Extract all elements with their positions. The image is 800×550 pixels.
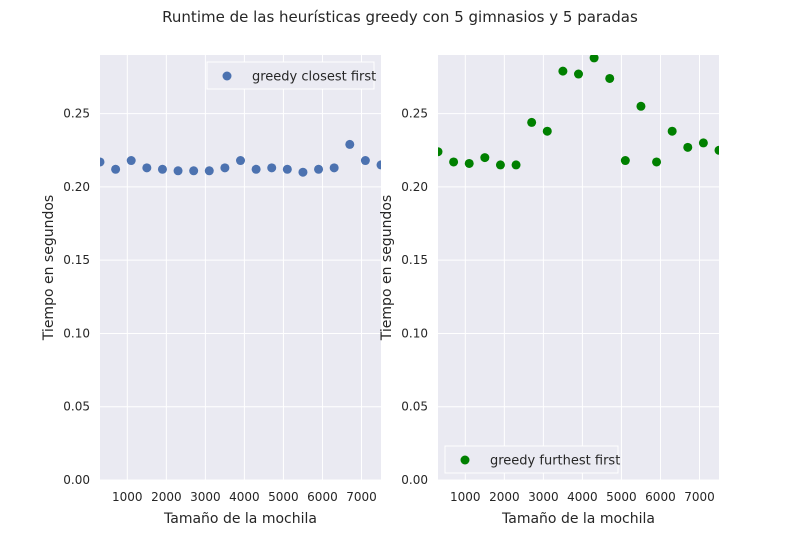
data-point bbox=[220, 163, 230, 173]
data-point bbox=[360, 156, 370, 166]
y-tick-label: 0.10 bbox=[401, 326, 428, 340]
y-tick-label: 0.20 bbox=[401, 180, 428, 194]
data-point bbox=[157, 164, 167, 174]
x-tick-label: 2000 bbox=[151, 490, 182, 504]
data-point bbox=[620, 156, 630, 166]
y-tick-label: 0.00 bbox=[401, 473, 428, 487]
data-point bbox=[698, 138, 708, 148]
data-point bbox=[464, 158, 474, 168]
x-tick-label: 1000 bbox=[112, 490, 143, 504]
plot-area bbox=[100, 55, 381, 480]
data-point bbox=[100, 157, 105, 167]
data-point bbox=[558, 66, 568, 76]
data-point bbox=[495, 160, 505, 170]
data-point bbox=[189, 166, 199, 176]
data-point bbox=[542, 126, 552, 136]
legend-label: greedy closest first bbox=[252, 70, 376, 85]
x-axis-label: Tamaño de la mochila bbox=[501, 511, 655, 527]
figure-title: Runtime de las heurísticas greedy con 5 … bbox=[162, 8, 638, 26]
legend-marker bbox=[460, 455, 470, 465]
x-tick-label: 5000 bbox=[268, 490, 299, 504]
data-point bbox=[314, 164, 324, 174]
y-tick-label: 0.05 bbox=[63, 400, 90, 414]
data-point bbox=[282, 164, 292, 174]
chart-panel-1: 1000 2000 3000 4000 5000 6000 7000 0.00 0.05 0.10… bbox=[41, 55, 381, 527]
data-point bbox=[574, 69, 583, 79]
data-point bbox=[636, 101, 646, 111]
data-point bbox=[511, 160, 521, 170]
x-tick-label: 7000 bbox=[346, 490, 377, 504]
data-point bbox=[236, 156, 245, 166]
x-axis-label: Tamaño de la mochila bbox=[163, 511, 317, 527]
y-axis-label: Tiempo en segundos bbox=[41, 195, 57, 341]
x-tick-label: 6000 bbox=[307, 490, 338, 504]
data-point bbox=[376, 160, 381, 170]
data-point bbox=[667, 126, 677, 136]
y-tick-label: 0.25 bbox=[63, 107, 90, 121]
y-tick-label: 0.00 bbox=[63, 473, 90, 487]
x-tick-label: 5000 bbox=[606, 490, 637, 504]
data-point bbox=[126, 156, 136, 166]
legend-box bbox=[444, 445, 619, 474]
data-point bbox=[449, 157, 459, 167]
x-tick-label: 7000 bbox=[684, 490, 715, 504]
y-tick-label: 0.25 bbox=[401, 107, 428, 121]
legend-box bbox=[206, 61, 375, 90]
x-tick-label: 3000 bbox=[190, 490, 221, 504]
y-tick-label: 0.20 bbox=[63, 180, 90, 194]
legend-label: greedy furthest first bbox=[490, 454, 620, 469]
y-tick-label: 0.15 bbox=[401, 253, 428, 267]
x-tick-label: 3000 bbox=[528, 490, 559, 504]
data-point bbox=[173, 166, 183, 176]
legend-marker bbox=[222, 71, 232, 81]
data-point bbox=[480, 153, 490, 163]
y-axis-label: Tiempo en segundos bbox=[379, 195, 395, 341]
x-tick-label: 2000 bbox=[489, 490, 520, 504]
data-point bbox=[298, 167, 308, 177]
y-tick-label: 0.05 bbox=[401, 400, 428, 414]
data-point bbox=[438, 147, 443, 157]
x-tick-label: 4000 bbox=[229, 490, 260, 504]
data-point bbox=[267, 163, 277, 173]
x-tick-label: 4000 bbox=[567, 490, 598, 504]
data-point bbox=[527, 117, 537, 127]
x-tick-label: 1000 bbox=[450, 490, 481, 504]
data-point bbox=[652, 157, 662, 167]
x-tick-label: 6000 bbox=[645, 490, 676, 504]
y-tick-label: 0.15 bbox=[63, 253, 90, 267]
data-point bbox=[589, 55, 599, 63]
data-point bbox=[142, 163, 152, 173]
data-point bbox=[683, 142, 693, 152]
data-point bbox=[605, 73, 615, 83]
data-point bbox=[204, 166, 214, 176]
data-point bbox=[714, 145, 719, 155]
data-point bbox=[111, 164, 121, 174]
data-points bbox=[100, 139, 381, 177]
chart-panel-2: 1000 2000 3000 4000 5000 6000 7000 0.00 0.05 0.10… bbox=[379, 55, 719, 527]
data-points bbox=[438, 55, 719, 170]
data-point bbox=[251, 164, 261, 174]
y-tick-label: 0.10 bbox=[63, 326, 90, 340]
data-point bbox=[329, 163, 339, 173]
data-point bbox=[345, 139, 355, 149]
plot-area bbox=[438, 55, 719, 480]
